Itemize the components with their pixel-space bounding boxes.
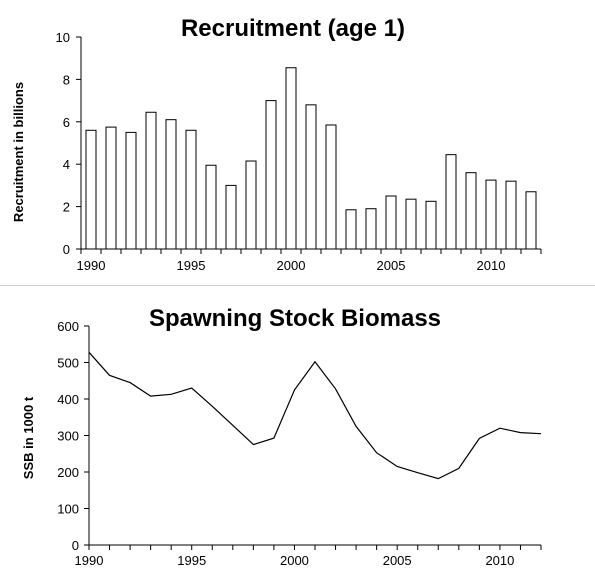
recruitment-chart: Recruitment (age 1) Recruitment in billi…: [11, 15, 542, 273]
bar: [205, 164, 217, 250]
ssb-chart: Spawning Stock Biomass SSB in 1000 t 0 10…: [21, 305, 542, 568]
y-tick-label: 8: [63, 72, 70, 87]
y-tick-label: 300: [57, 429, 79, 444]
bar: [105, 126, 117, 250]
ssb-chart-panel: Spawning Stock Biomass SSB in 1000 t 0 10…: [0, 286, 595, 572]
y-tick-label: 400: [57, 392, 79, 407]
bar: [305, 104, 317, 250]
y-tick-label: 500: [57, 356, 79, 371]
axes: 0 2 4 6 8 10 1990 1995 2000 2005 2010: [56, 30, 542, 273]
y-tick-label: 2: [63, 200, 70, 215]
bar: [145, 111, 157, 250]
bar: [285, 67, 297, 250]
y-tick-label: 600: [57, 319, 79, 334]
bar: [525, 191, 537, 250]
x-tick-label: 1995: [177, 258, 206, 273]
y-tick-label: 200: [57, 465, 79, 480]
bar: [325, 124, 337, 250]
x-tick-label: 1990: [77, 258, 106, 273]
x-tick-label: 1990: [75, 553, 104, 568]
bar: [185, 129, 197, 250]
y-tick-label: 10: [56, 30, 70, 45]
series-line: [88, 351, 542, 480]
bar: [345, 209, 357, 250]
bar: [265, 100, 277, 250]
ssb-series-line: [88, 351, 542, 480]
x-tick-label: 2005: [383, 553, 412, 568]
bar: [165, 119, 177, 250]
x-tick-label: 1995: [177, 553, 206, 568]
y-tick-label: 100: [57, 502, 79, 517]
y-tick-label: 4: [63, 157, 70, 172]
bar: [245, 160, 257, 250]
y-axis-label: SSB in 1000 t: [21, 396, 36, 479]
bar: [125, 131, 137, 250]
bar: [385, 195, 397, 250]
bar: [465, 172, 477, 250]
x-tick-label: 2010: [477, 258, 506, 273]
bar: [225, 184, 237, 250]
y-axis-label: Recruitment in billions: [11, 82, 26, 222]
bar: [425, 200, 437, 250]
x-tick-label: 2010: [485, 553, 514, 568]
y-tick-label: 6: [63, 115, 70, 130]
bar: [485, 179, 497, 250]
chart-title: Recruitment (age 1): [181, 15, 405, 42]
bar: [445, 154, 457, 250]
recruitment-chart-panel: Recruitment (age 1) Recruitment in billi…: [11, 15, 542, 273]
y-tick-label: 0: [63, 242, 70, 257]
x-tick-label: 2005: [377, 258, 406, 273]
bar: [505, 180, 517, 250]
bars: [85, 67, 537, 250]
bar: [85, 129, 97, 250]
y-tick-label: 0: [72, 538, 79, 553]
x-tick-label: 2000: [277, 258, 306, 273]
chart-title: Spawning Stock Biomass: [149, 305, 441, 332]
bar: [365, 208, 377, 250]
x-tick-label: 2000: [280, 553, 309, 568]
axes: 0 100 200 300 400 500 600 1990 1995 2000 2005 2010: [57, 319, 542, 568]
bar: [405, 198, 417, 250]
